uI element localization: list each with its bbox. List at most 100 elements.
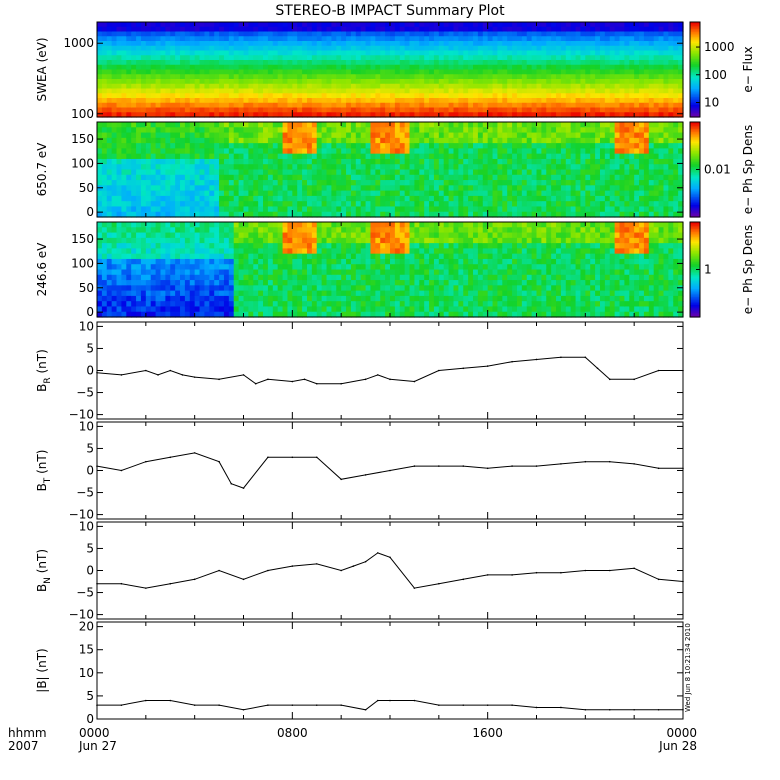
heatmap-cell xyxy=(267,137,274,144)
heatmap-cell xyxy=(653,45,660,52)
heatmap-cell xyxy=(302,79,308,85)
heatmap-cell xyxy=(560,143,567,149)
heatmap-cell xyxy=(248,169,254,176)
heatmap-cell xyxy=(121,311,127,318)
heatmap-cell xyxy=(414,185,420,192)
heatmap-cell xyxy=(287,50,293,56)
heatmap-cell xyxy=(639,98,645,104)
heatmap-cell xyxy=(443,190,450,197)
heatmap-cell xyxy=(477,79,484,85)
heatmap-cell xyxy=(336,143,342,149)
heatmap-cell xyxy=(541,201,547,208)
heatmap-cell xyxy=(350,79,357,85)
heatmap-cell xyxy=(101,45,108,52)
heatmap-cell xyxy=(121,164,127,171)
heatmap-cell xyxy=(394,112,401,118)
heatmap-cell xyxy=(394,36,401,42)
heatmap-cell xyxy=(453,60,459,66)
heatmap-cell xyxy=(316,60,323,66)
heatmap-cell xyxy=(531,26,538,33)
heatmap-cell xyxy=(570,60,577,66)
heatmap-cell xyxy=(516,22,523,28)
heatmap-cell xyxy=(404,195,411,202)
colorbar-cell xyxy=(690,207,700,210)
heatmap-cell xyxy=(414,107,420,113)
heatmap-cell xyxy=(170,98,176,104)
heatmap-cell xyxy=(487,64,494,71)
heatmap-cell xyxy=(526,195,533,202)
heatmap-cell xyxy=(258,206,264,213)
heatmap-cell xyxy=(443,45,450,52)
heatmap-cell xyxy=(184,164,191,171)
heatmap-cell xyxy=(272,107,279,113)
heatmap-cell xyxy=(516,102,523,109)
heatmap-cell xyxy=(526,26,533,33)
heatmap-cell xyxy=(414,22,420,28)
heatmap-cell xyxy=(150,143,157,149)
heatmap-cell xyxy=(526,60,533,66)
heatmap-cell xyxy=(609,60,616,66)
heatmap-cell xyxy=(502,127,508,134)
heatmap-cell xyxy=(424,195,430,202)
heatmap-cell xyxy=(492,180,499,186)
colorbar-cell xyxy=(690,37,700,41)
heatmap-cell xyxy=(473,164,479,171)
heatmap-cell xyxy=(443,143,450,149)
heatmap-cell xyxy=(209,55,215,61)
heatmap-cell xyxy=(541,88,547,94)
heatmap-cell xyxy=(385,164,391,171)
heatmap-cell xyxy=(380,112,386,118)
heatmap-cell xyxy=(238,132,245,139)
heatmap-cell xyxy=(277,148,284,155)
heatmap-cell xyxy=(155,222,162,228)
heatmap-cell xyxy=(595,45,601,52)
heatmap-cell xyxy=(453,50,459,56)
heatmap-cell xyxy=(267,41,274,47)
heatmap-cell xyxy=(590,26,596,33)
heatmap-cell xyxy=(111,164,118,171)
heatmap-cell xyxy=(175,26,181,33)
heatmap-cell xyxy=(658,169,665,176)
heatmap-cell xyxy=(316,50,323,56)
heatmap-cell xyxy=(272,74,279,80)
heatmap-cell xyxy=(336,112,342,118)
heatmap-cell xyxy=(145,174,152,181)
heatmap-cell xyxy=(111,112,118,118)
heatmap-cell xyxy=(263,93,269,99)
heatmap-cell xyxy=(302,164,308,171)
heatmap-cell xyxy=(248,164,254,171)
heatmap-cell xyxy=(546,93,552,99)
heatmap-cell xyxy=(170,112,176,118)
heatmap-cell xyxy=(429,107,435,113)
heatmap-cell xyxy=(258,50,264,56)
heatmap-cell xyxy=(409,88,416,94)
heatmap-cell xyxy=(507,41,513,47)
heatmap-cell xyxy=(453,102,459,109)
heatmap-cell xyxy=(380,41,386,47)
heatmap-cell xyxy=(463,158,469,165)
heatmap-cell xyxy=(380,153,386,160)
heatmap-cell xyxy=(209,107,215,113)
heatmap-cell xyxy=(136,41,142,47)
heatmap-cell xyxy=(521,74,528,80)
heatmap-cell xyxy=(619,206,625,213)
heatmap-cell xyxy=(297,64,303,71)
heatmap-cell xyxy=(585,55,591,61)
heatmap-cell xyxy=(311,102,318,109)
heatmap-cell xyxy=(258,148,264,155)
heatmap-cell xyxy=(155,69,162,75)
heatmap-cell xyxy=(419,93,425,99)
heatmap-cell xyxy=(614,98,621,104)
heatmap-cell xyxy=(111,22,118,28)
heatmap-cell xyxy=(165,206,171,213)
heatmap-cell xyxy=(126,206,132,213)
heatmap-cell xyxy=(350,26,357,33)
heatmap-cell xyxy=(604,64,611,71)
heatmap-cell xyxy=(106,122,113,128)
heatmap-cell xyxy=(599,169,606,176)
heatmap-cell xyxy=(346,83,352,90)
heatmap-cell xyxy=(585,158,591,165)
heatmap-cell xyxy=(492,36,499,42)
colorbar-cell xyxy=(690,94,700,98)
heatmap-cell xyxy=(536,83,542,90)
